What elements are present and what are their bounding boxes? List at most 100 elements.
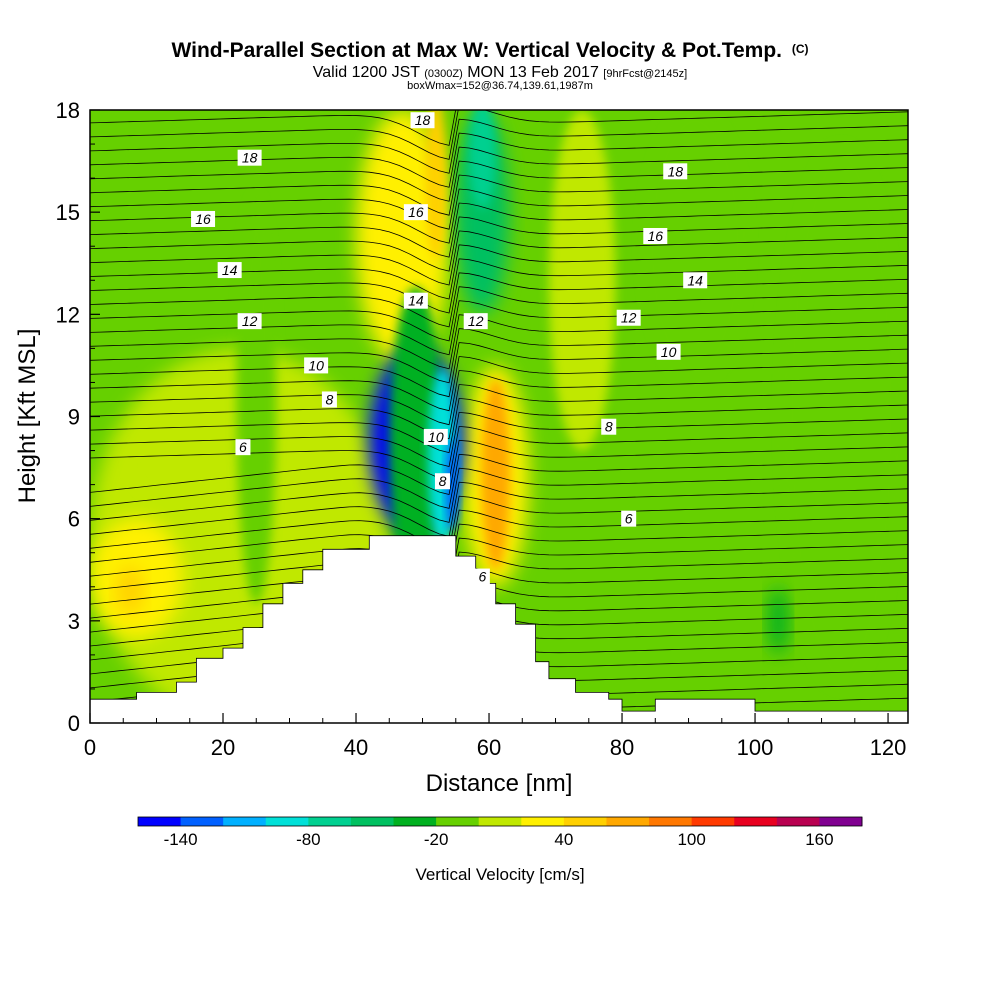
pot-temp-label-text: 8 (326, 391, 334, 407)
pot-temp-contour (90, 174, 908, 230)
pot-temp-label-box (237, 313, 262, 330)
x-tick-label: 40 (344, 735, 368, 760)
pot-temp-label: 12 (616, 309, 641, 326)
terrain (90, 535, 908, 723)
colorbar-tick-label: -20 (424, 830, 449, 849)
pot-temp-contour (90, 328, 908, 384)
pot-temp-label-text: 16 (647, 228, 663, 244)
colorbar-swatch (308, 817, 352, 826)
pot-temp-contour (90, 453, 908, 509)
x-tick-label: 80 (610, 735, 634, 760)
pot-temp-label-text: 12 (621, 310, 637, 326)
pot-temp-label-box (191, 210, 216, 227)
pot-temp-label-text: 18 (415, 112, 431, 128)
velocity-detail (469, 110, 496, 209)
pot-temp-label-box (321, 391, 337, 408)
plot-area: 18 16 14 12 10 8 6 18 16 14 12 10 8 6 18 16 14 12 10 8 6 (90, 110, 908, 723)
colorbar-swatch (691, 817, 735, 826)
pot-temp-contour (90, 509, 908, 565)
pot-temp-label: 8 (321, 391, 337, 408)
pot-temp-contour (90, 467, 908, 523)
y-tick-label: 12 (56, 302, 80, 327)
pot-temp-contour (90, 370, 908, 426)
pot-temp-contour (90, 258, 908, 314)
pot-temp-label-text: 16 (195, 211, 211, 227)
y-axis-label: Height [Kft MSL] (14, 329, 41, 504)
colorbar-swatch (478, 817, 522, 826)
pot-temp-contour (90, 342, 908, 398)
pot-temp-label-box (463, 313, 488, 330)
chart-title: Wind-Parallel Section at Max W: Vertical… (171, 39, 808, 62)
pot-temp-label-box (434, 473, 450, 490)
pot-temp-label: 18 (663, 163, 688, 180)
pot-temp-label: 10 (304, 357, 329, 374)
pot-temp-label-text: 12 (468, 313, 484, 329)
pot-temp-label: 10 (656, 343, 681, 360)
pot-temp-label-box (474, 568, 490, 585)
pot-temp-contour (90, 551, 908, 607)
pot-temp-label-text: 14 (408, 293, 424, 309)
pot-temp-label-box (601, 418, 617, 435)
pot-temp-label: 8 (601, 418, 617, 435)
velocity-region (116, 566, 144, 615)
colorbar-swatch (776, 817, 820, 826)
y-tick-label: 0 (68, 711, 80, 736)
pot-temp-contour (90, 230, 908, 286)
pot-temp-label-text: 6 (239, 439, 247, 455)
colorbar-swatch (819, 817, 863, 826)
pot-temp-contour (90, 523, 908, 579)
colorbar-swatch (649, 817, 693, 826)
pot-temp-label: 16 (403, 204, 428, 221)
colorbar-swatch (734, 817, 778, 826)
chart-box-info: boxWmax=152@36.74,139.61,1987m (407, 80, 593, 92)
x-axis: 0 20 40 60 80 100 120 (84, 713, 907, 760)
pot-temp-label-box (621, 510, 637, 527)
x-tick-label: 0 (84, 735, 96, 760)
pot-temp-contour (90, 481, 908, 537)
pot-temp-label-text: 18 (667, 163, 683, 179)
colorbar-tick-label: 40 (554, 830, 573, 849)
pot-temp-contour (90, 300, 908, 356)
pot-temp-label: 6 (474, 568, 490, 585)
x-tick-label: 100 (737, 735, 774, 760)
pot-temp-label-text: 6 (478, 569, 486, 585)
pot-temp-contour (90, 495, 908, 551)
x-axis-label: Distance [nm] (426, 770, 573, 797)
velocity-region (768, 586, 789, 655)
colorbar-swatch (265, 817, 309, 826)
pot-temp-contour (90, 132, 908, 188)
y-tick-label: 15 (56, 200, 80, 225)
pot-temp-label: 14 (683, 272, 708, 289)
pot-temp-label-box (403, 292, 428, 309)
pot-temp-label-box (643, 228, 668, 245)
colorbar-swatch (180, 817, 224, 826)
pot-temp-label: 16 (643, 228, 668, 245)
colorbar: -140 -80 -20 40 100 160 (137, 816, 863, 849)
pot-temp-label: 10 (423, 428, 448, 445)
pot-temp-label-box (304, 357, 329, 374)
pot-temp-label-box (217, 262, 242, 279)
pot-temp-contour (90, 202, 908, 258)
pot-temp-label-box (683, 272, 708, 289)
pot-temp-label-text: 8 (605, 419, 613, 435)
pot-temp-label-text: 8 (439, 473, 447, 489)
velocity-detail (425, 110, 447, 260)
pot-temp-label: 14 (217, 262, 242, 279)
pot-temp-label-box (663, 163, 688, 180)
colorbar-tick-label: 100 (677, 830, 705, 849)
pot-temp-contour (90, 384, 908, 440)
x-tick-label: 60 (477, 735, 501, 760)
pot-temp-label: 12 (463, 313, 488, 330)
pot-temp-label: 6 (621, 510, 637, 527)
colorbar-swatch (393, 817, 437, 826)
pot-temp-contour (90, 411, 908, 467)
pot-temp-labels: 18 16 14 12 10 8 6 18 16 14 12 10 8 6 18 16 14 12 10 8 6 (191, 112, 708, 585)
x-tick-label: 120 (870, 735, 907, 760)
pot-temp-contour (90, 118, 908, 174)
colorbar-swatch (606, 817, 650, 826)
pot-temp-contour (90, 110, 457, 146)
pot-temp-contour (90, 439, 908, 495)
pot-temp-label: 18 (410, 112, 435, 129)
y-tick-label: 3 (68, 609, 80, 634)
